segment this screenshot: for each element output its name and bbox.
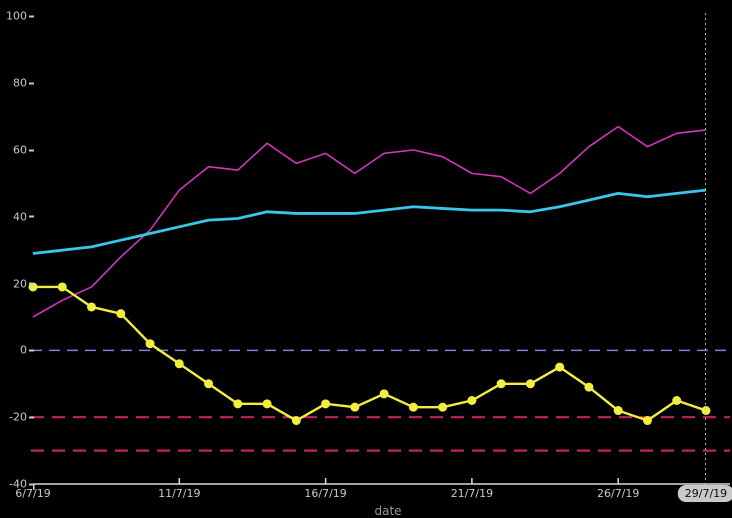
yellow-series-marker — [642, 416, 652, 426]
yellow-series-marker — [584, 382, 594, 392]
x-tick-label: 16/7/19 — [304, 487, 347, 500]
yellow-series-marker — [145, 339, 155, 349]
yellow-series-marker — [408, 402, 418, 412]
y-tick-mark — [29, 15, 34, 18]
yellow-series-marker — [350, 402, 360, 412]
yellow-series-marker — [701, 406, 711, 416]
y-tick-label: 40 — [0, 211, 34, 222]
yellow-series-marker — [496, 379, 506, 389]
y-tick-mark — [29, 215, 34, 218]
y-tick-mark — [29, 82, 34, 85]
x-axis-title: date — [374, 504, 402, 518]
yellow-series-marker — [379, 389, 389, 399]
y-tick-label: -20 — [0, 412, 34, 423]
y-tick-text: 60 — [13, 143, 27, 157]
yellow-series-marker — [672, 396, 682, 405]
yellow-series-marker — [555, 362, 565, 372]
magenta-series-line — [32, 125, 707, 318]
yellow-series-marker — [291, 416, 301, 426]
cursor-date-badge[interactable]: 29/7/19 — [677, 485, 732, 502]
yellow-series-marker — [28, 282, 38, 292]
y-tick-text: 80 — [13, 76, 27, 90]
y-tick-label: 0 — [0, 345, 34, 356]
y-tick-label: 60 — [0, 145, 34, 156]
yellow-series-marker — [174, 359, 184, 369]
y-tick-mark — [29, 282, 34, 285]
y-tick-mark — [29, 349, 34, 352]
x-tick-label: 6/7/19 — [15, 487, 51, 500]
yellow-series-marker — [525, 379, 535, 389]
cyan-series-line — [32, 188, 707, 255]
yellow-series-marker — [57, 282, 67, 292]
yellow-series-marker — [467, 396, 477, 405]
y-tick-text: 100 — [6, 9, 27, 23]
yellow-series-marker — [116, 309, 126, 319]
y-tick-text: 0 — [20, 343, 27, 357]
y-tick-text: -20 — [9, 410, 27, 424]
y-tick-label: 20 — [0, 278, 34, 289]
yellow-series-marker — [438, 402, 448, 412]
y-tick-mark — [29, 416, 34, 419]
y-tick-mark — [29, 149, 34, 151]
y-tick-text: -40 — [9, 477, 27, 491]
y-tick-label: 100 — [0, 11, 34, 22]
x-tick-label: 26/7/19 — [596, 487, 640, 500]
y-tick-label: -40 — [0, 479, 34, 490]
x-tick-label: 11/7/19 — [158, 487, 201, 500]
yellow-series-marker — [87, 302, 97, 312]
y-tick-text: 40 — [13, 210, 27, 224]
yellow-series-marker — [233, 399, 243, 409]
yellow-series-marker — [321, 399, 331, 409]
y-tick-mark — [29, 483, 34, 485]
y-tick-text: 20 — [13, 277, 27, 291]
yellow-series-marker — [262, 399, 272, 409]
yellow-series-marker — [613, 406, 623, 416]
x-tick-label: 21/7/19 — [450, 487, 494, 500]
yellow-series-line — [33, 285, 707, 422]
y-tick-label: 80 — [0, 78, 34, 89]
yellow-series-marker — [204, 379, 214, 389]
